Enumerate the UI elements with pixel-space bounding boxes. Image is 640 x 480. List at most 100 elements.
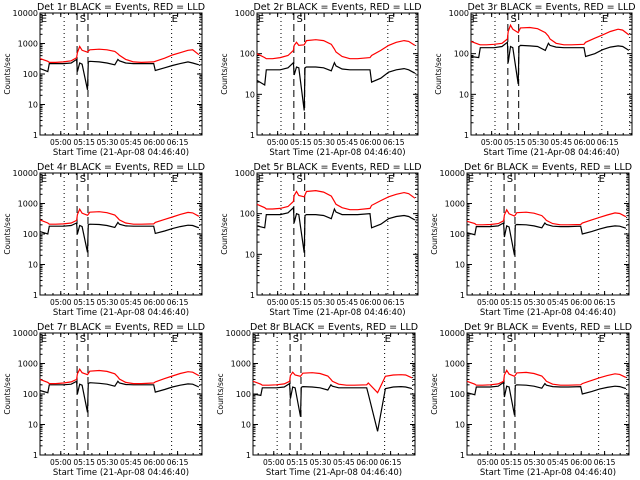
y-axis-label: Counts/sec [430, 213, 439, 254]
series-line-events [39, 380, 200, 413]
series-line-events [256, 206, 416, 253]
y-axis-label: Counts/sec [430, 373, 439, 414]
y-tick-label: 100 [454, 50, 469, 59]
x-tick-label: 06:00 [570, 458, 592, 467]
series-line-lld [256, 189, 416, 211]
x-axis-label: Start Time (21-Apr-08 04:46:40) [266, 468, 402, 478]
interval-label-e: E [388, 174, 394, 185]
x-tick-label: 06:15 [594, 298, 616, 307]
panel-title: Det 4r BLACK = Events, RED = LLD [37, 162, 205, 173]
y-tick-label: 100 [23, 230, 38, 239]
x-tick-label: 05:30 [524, 458, 546, 467]
series-line-events [252, 382, 413, 432]
y-tick-label: 1 [33, 291, 38, 300]
y-tick-label: 10000 [440, 329, 465, 338]
x-tick-label: 05:00 [267, 138, 289, 147]
x-tick-label: 05:00 [481, 138, 503, 147]
x-axis-label: Start Time (21-Apr-08 04:46:40) [53, 468, 189, 478]
interval-label-e: E [388, 14, 394, 25]
y-axis-label: Counts/sec [3, 213, 12, 254]
x-tick-label: 05:30 [97, 298, 119, 307]
interval-label-e: E [258, 14, 264, 25]
interval-label-e: E [172, 334, 178, 345]
x-tick-label: 06:15 [594, 458, 616, 467]
y-tick-label: 1000 [231, 360, 251, 369]
x-tick-label: 06:15 [167, 458, 189, 467]
series-line-events [256, 61, 416, 111]
series-line-events [466, 222, 627, 256]
series-line-lld [470, 23, 630, 46]
x-tick-label: 05:15 [504, 138, 526, 147]
interval-label-e: E [599, 174, 605, 185]
y-tick-label: 10 [455, 421, 465, 430]
x-axis-label: Start Time (21-Apr-08 04:46:40) [480, 308, 616, 318]
x-tick-label: 05:30 [313, 298, 335, 307]
x-tick-label: 05:15 [286, 458, 308, 467]
series-line-lld [466, 369, 627, 386]
x-tick-label: 06:00 [143, 138, 165, 147]
x-tick-label: 06:15 [167, 138, 189, 147]
y-tick-label: 100 [240, 50, 255, 59]
chart-panel-7: Det 7r BLACK = Events, RED = LLD 1 10 100 10… [3, 322, 205, 478]
y-tick-label: 1000 [18, 200, 38, 209]
x-tick-label: 05:30 [527, 138, 549, 147]
interval-label-e: E [468, 174, 474, 185]
series-line-lld [39, 45, 200, 64]
interval-label-e: E [385, 334, 391, 345]
y-tick-label: 10 [28, 261, 38, 270]
chart-panel-3: Det 3r BLACK = Events, RED = LLD 1 10 100 10… [434, 2, 636, 158]
x-tick-label: 06:15 [597, 138, 619, 147]
x-tick-label: 05:15 [73, 458, 95, 467]
interval-label-s: S [296, 14, 302, 25]
x-tick-label: 05:00 [50, 138, 72, 147]
y-tick-label: 1000 [235, 169, 255, 178]
y-tick-label: 100 [450, 390, 465, 399]
y-tick-label: 10 [28, 421, 38, 430]
x-tick-label: 06:15 [380, 458, 402, 467]
x-tick-label: 05:45 [547, 298, 569, 307]
y-tick-label: 1 [250, 131, 255, 140]
x-axis-label: Start Time (21-Apr-08 04:46:40) [483, 148, 619, 158]
interval-label-s: S [507, 174, 513, 185]
x-tick-label: 05:15 [500, 458, 522, 467]
interval-label-e: E [468, 334, 474, 345]
chart-panel-6: Det 6r BLACK = Events, RED = LLD 1 10 100 10… [430, 162, 632, 318]
x-tick-label: 06:00 [360, 298, 382, 307]
y-tick-label: 1 [464, 131, 469, 140]
interval-label-e: E [602, 14, 608, 25]
y-tick-label: 100 [236, 390, 251, 399]
y-tick-label: 10 [245, 90, 255, 99]
y-tick-label: 1 [33, 451, 38, 460]
x-tick-label: 06:00 [574, 138, 596, 147]
interval-label-s: S [507, 334, 513, 345]
y-axis-label: Counts/sec [3, 53, 12, 94]
x-axis-label: Start Time (21-Apr-08 04:46:40) [269, 308, 405, 318]
panel-title: Det 1r BLACK = Events, RED = LLD [37, 2, 205, 13]
x-tick-label: 05:30 [310, 458, 332, 467]
x-tick-label: 06:00 [356, 458, 378, 467]
y-tick-label: 1000 [449, 9, 469, 18]
y-tick-label: 1 [33, 131, 38, 140]
interval-label-e: E [254, 334, 260, 345]
x-tick-label: 05:45 [550, 138, 572, 147]
x-tick-label: 05:45 [333, 458, 355, 467]
plot-frame [256, 12, 419, 136]
y-axis-label: Counts/sec [434, 53, 443, 94]
y-tick-label: 1 [246, 451, 251, 460]
x-tick-label: 05:45 [120, 138, 142, 147]
interval-label-e: E [172, 14, 178, 25]
y-axis-label: Counts/sec [216, 373, 225, 414]
y-tick-label: 10 [28, 101, 38, 110]
x-tick-label: 05:45 [120, 298, 142, 307]
x-axis-label: Start Time (21-Apr-08 04:46:40) [269, 148, 405, 158]
series-line-lld [39, 207, 200, 225]
x-tick-label: 05:45 [120, 458, 142, 467]
x-tick-label: 05:15 [73, 138, 95, 147]
y-tick-label: 10000 [440, 169, 465, 178]
x-tick-label: 05:00 [263, 458, 285, 467]
chart-panel-1: Det 1r BLACK = Events, RED = LLD 1 10 100 10… [3, 2, 205, 158]
y-tick-label: 100 [240, 210, 255, 219]
chart-panel-5: Det 5r BLACK = Events, RED = LLD 1 10 100 10… [220, 162, 422, 318]
y-tick-label: 1000 [235, 9, 255, 18]
